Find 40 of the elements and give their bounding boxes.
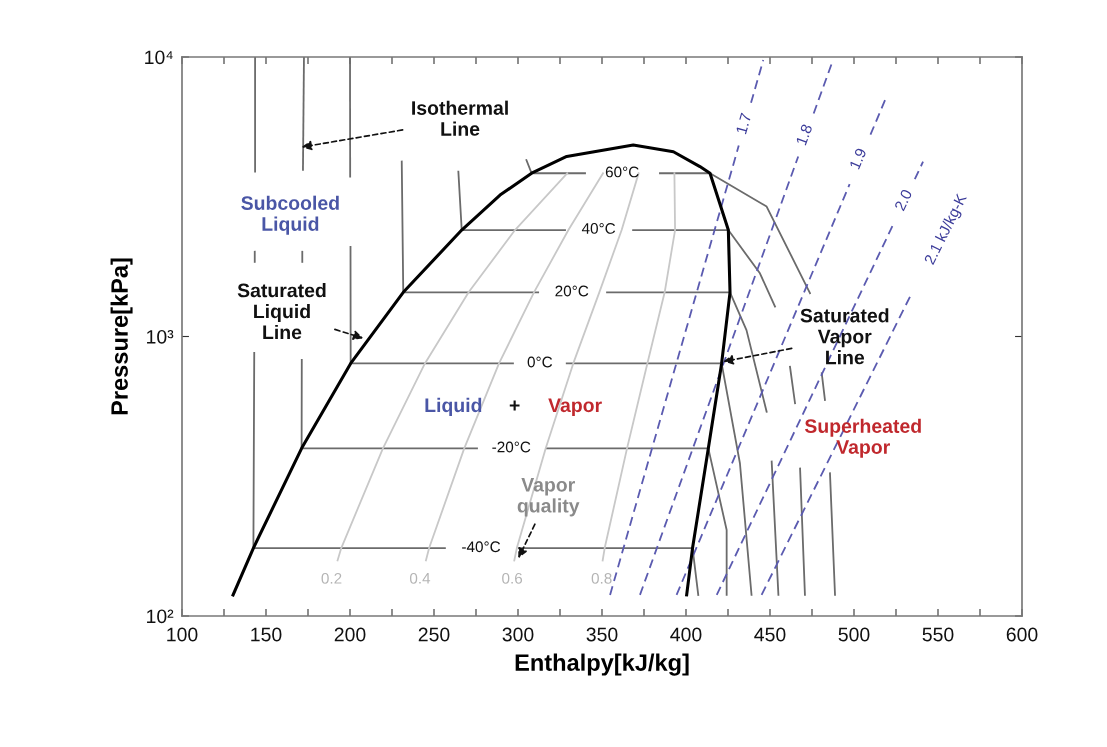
annotation: Superheated Vapor [804, 418, 921, 458]
x-tick-label: 100 [167, 627, 198, 642]
x-tick-label: 600 [1006, 627, 1038, 642]
annotation: -40°C [462, 541, 501, 553]
annotation: Saturated Vapor Line [800, 308, 889, 365]
annotation: 20°C [555, 285, 589, 297]
annotation: Subcooled Liquid [241, 195, 339, 235]
annotation: 1.7 [735, 112, 752, 135]
x-axis-title: Enthalpy[kJ/kg] [515, 653, 689, 676]
x-tick-label: 150 [251, 627, 282, 642]
x-tick-label: 350 [586, 627, 618, 642]
y-tick-label: 10⁴ [145, 50, 173, 65]
annotation: Isothermal Line [412, 100, 508, 136]
x-tick-label: 450 [754, 627, 786, 642]
annotation: Vapor quality [517, 478, 580, 517]
annotation: 0.4 [409, 572, 431, 584]
annotation: 0.6 [502, 572, 523, 584]
annotation: -20°C [492, 441, 531, 453]
y-axis-title: Pressure[kPa] [110, 258, 133, 415]
line-series [231, 143, 732, 597]
annotation: 40°C [581, 223, 616, 234]
x-tick-label: 550 [922, 627, 954, 642]
x-tick-label: 250 [418, 627, 450, 642]
annotation: 0.2 [321, 572, 342, 584]
y-tick-label: 10³ [147, 329, 174, 344]
annotation: 60°C [605, 166, 639, 178]
annotation: 2.0 [894, 188, 913, 212]
x-tick-label: 300 [502, 627, 534, 642]
x-tick-label: 200 [334, 627, 366, 642]
annotation: Vapor [548, 398, 602, 416]
annotation: Saturated Liquid Line [237, 283, 326, 340]
annotation: 0.8 [591, 572, 612, 584]
annotation: 1.9 [849, 147, 867, 170]
annotation: Liquid [425, 397, 482, 416]
x-tick-label: 400 [670, 627, 702, 642]
x-tick-label: 500 [838, 627, 870, 642]
annotation: 1.8 [795, 123, 813, 146]
annotation: + [509, 400, 520, 411]
annotation: 0°C [527, 356, 553, 368]
y-tick-label: 10² [147, 609, 174, 624]
